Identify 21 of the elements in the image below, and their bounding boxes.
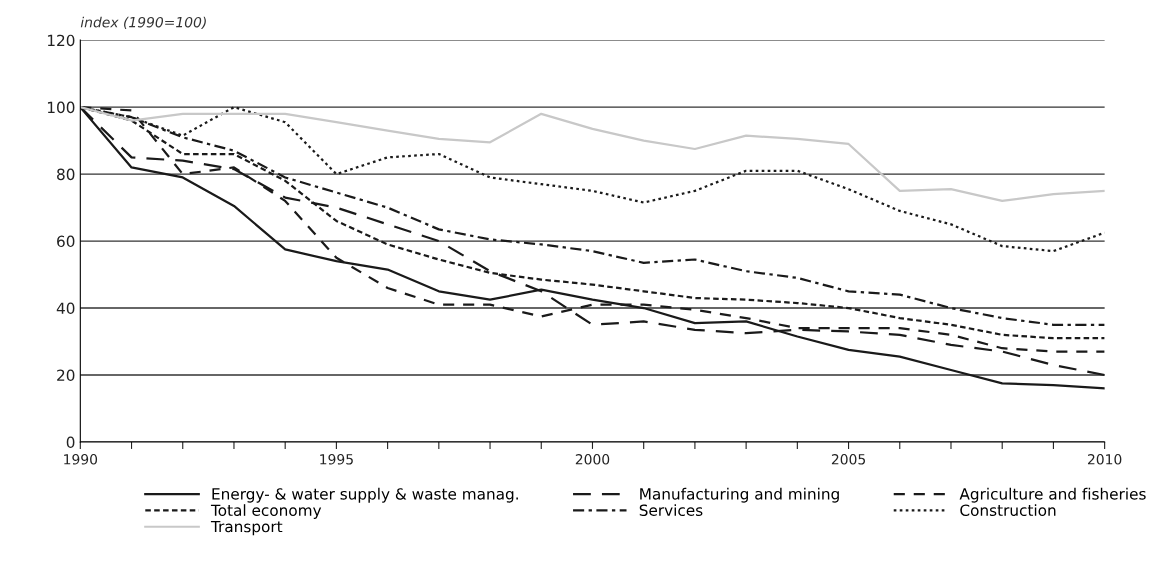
- y-tick-label: 100: [47, 101, 75, 114]
- x-tick-label: 1990: [64, 454, 98, 465]
- legend-label: Total economy: [210, 504, 322, 519]
- legend-label: Construction: [960, 504, 1056, 517]
- y-tick-label: 60: [57, 235, 75, 248]
- x-tick-label: 1995: [320, 454, 353, 465]
- x-tick-label: 2005: [831, 454, 866, 465]
- legend-label: Manufacturing and mining: [640, 487, 839, 503]
- x-tick-label: 2010: [1087, 454, 1122, 465]
- y-tick-label: 120: [47, 34, 75, 47]
- legend-label: Transport: [210, 520, 283, 536]
- y-tick-label: 20: [57, 369, 75, 382]
- y-tick-label: 40: [56, 302, 75, 315]
- x-tick-label: 2000: [575, 454, 610, 465]
- y-axis-title: index (1990=100): [80, 16, 206, 30]
- legend-label: Services: [639, 504, 703, 517]
- legend-label: Energy- & water supply & waste manag.: [212, 487, 518, 503]
- legend-label: Agriculture and fisheries: [959, 487, 1146, 503]
- y-tick-label: 0: [66, 436, 75, 448]
- line-series: [80, 106, 1105, 203]
- y-tick-label: 80: [57, 168, 75, 181]
